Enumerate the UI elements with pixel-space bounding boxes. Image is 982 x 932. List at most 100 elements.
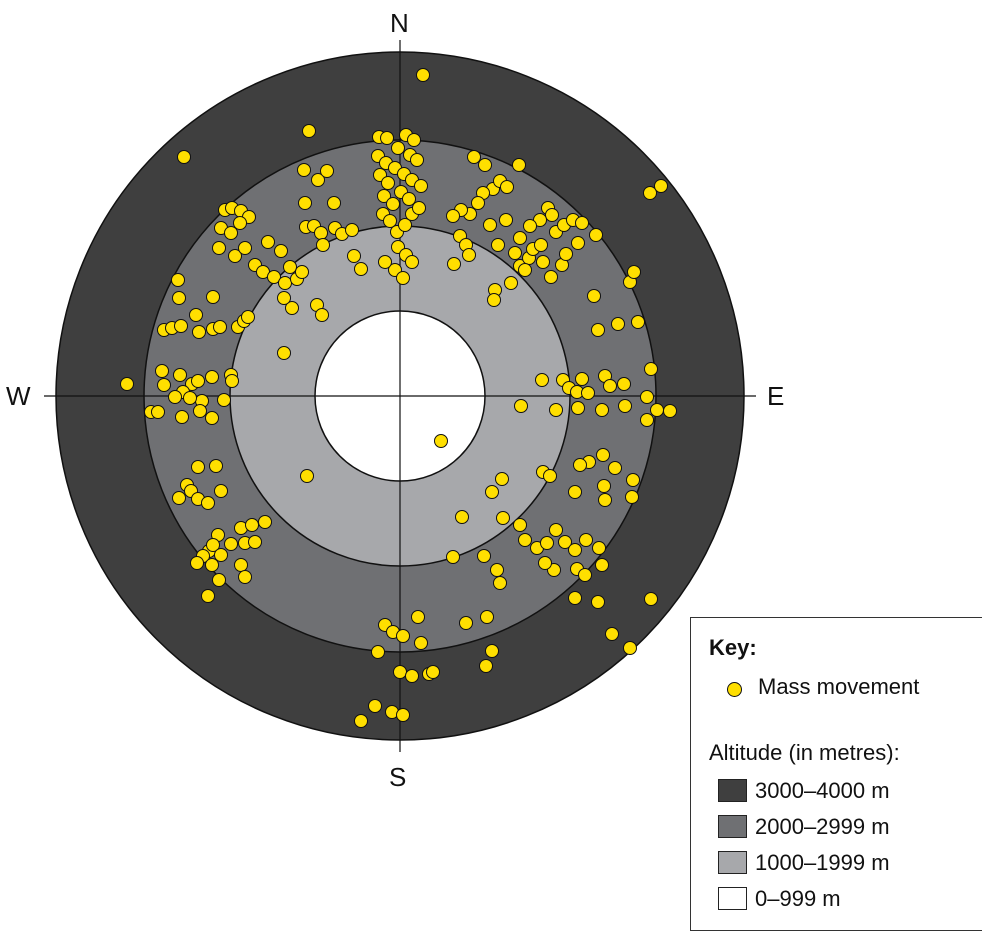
mass-movement-point [595,558,609,572]
mass-movement-point [447,257,461,271]
mass-movement-point [589,228,603,242]
mass-movement-point [483,218,497,232]
mass-movement-point [617,377,631,391]
mass-movement-point [345,223,359,237]
mass-movement-point [283,260,297,274]
mass-movement-point [513,518,527,532]
mass-movement-point [579,533,593,547]
mass-movement-point [228,249,242,263]
mass-movement-point [386,197,400,211]
mass-movement-point [504,276,518,290]
mass-movement-point [575,216,589,230]
compass-south-label: S [389,762,407,792]
mass-movement-point [578,568,592,582]
mass-movement-marker-icon [727,682,742,697]
mass-movement-point [378,255,392,269]
mass-movement-point [277,291,291,305]
mass-movement-point [295,265,309,279]
mass-movement-point [545,208,559,222]
mass-movement-point [238,241,252,255]
mass-movement-point [558,535,572,549]
key-title: Key: [709,635,757,660]
mass-movement-point [302,124,316,138]
mass-movement-point [512,158,526,172]
mass-movement-point [278,276,292,290]
mass-movement-point [155,364,169,378]
altitude-swatch-2000-2999 [718,815,747,838]
mass-movement-point [496,511,510,525]
mass-movement-point [485,644,499,658]
mass-movement-point [434,434,448,448]
mass-movement-point [414,179,428,193]
mass-movement-point [644,592,658,606]
mass-movement-point [455,510,469,524]
mass-movement-point [234,558,248,572]
mass-movement-point [518,533,532,547]
mass-movement-point [327,196,341,210]
mass-movement-point [177,150,191,164]
mass-movement-point [172,291,186,305]
mass-movement-point [426,665,440,679]
mass-movement-point [189,308,203,322]
mass-movement-point [212,573,226,587]
mass-movement-point [402,192,416,206]
altitude-label-3000-4000: 3000–4000 m [755,778,890,803]
mass-movement-point [205,370,219,384]
mass-movement-point [354,714,368,728]
mass-movement-point [277,346,291,360]
mass-movement-point [536,255,550,269]
mass-movement-point [298,196,312,210]
mass-movement-point [212,241,226,255]
mass-movement-point [407,133,421,147]
mass-movement-point [261,235,275,249]
key-altitude-title: Altitude (in metres): [709,740,900,765]
mass-movement-point [168,390,182,404]
mass-movement-point [485,485,499,499]
mass-movement-point [224,537,238,551]
mass-movement-point [347,249,361,263]
mass-movement-point [398,218,412,232]
mass-movement-point [654,179,668,193]
altitude-swatch-0-999 [718,887,747,910]
mass-movement-point [471,196,485,210]
mass-movement-point [405,255,419,269]
mass-movement-point [573,458,587,472]
mass-movement-point [258,515,272,529]
mass-movement-point [538,556,552,570]
mass-movement-point [285,301,299,315]
mass-movement-point [491,238,505,252]
mass-movement-point [499,213,513,227]
mass-movement-point [213,320,227,334]
altitude-label-0-999: 0–999 m [755,886,841,911]
mass-movement-point [571,401,585,415]
mass-movement-point [626,473,640,487]
mass-movement-point [487,293,501,307]
mass-movement-point [380,131,394,145]
mass-movement-point [316,238,330,252]
compass-north-label: N [390,8,409,38]
mass-movement-point [479,659,493,673]
mass-movement-point [643,186,657,200]
mass-movement-point [354,262,368,276]
mass-movement-point [183,391,197,405]
mass-movement-point [201,589,215,603]
key-mass-movement-label: Mass movement [758,674,920,699]
mass-movement-point [644,362,658,376]
mass-movement-point [462,248,476,262]
mass-movement-point [535,373,549,387]
compass-east-label: E [767,381,785,411]
mass-movement-point [314,226,328,240]
mass-movement-point [205,411,219,425]
mass-movement-point [618,399,632,413]
mass-movement-point [396,708,410,722]
mass-movement-point [500,180,514,194]
mass-movement-points [120,68,677,728]
mass-movement-point [175,410,189,424]
mass-movement-point [274,244,288,258]
mass-movement-point [571,236,585,250]
mass-movement-point [383,214,397,228]
mass-movement-point [575,372,589,386]
mass-movement-point [151,405,165,419]
mass-movement-point [371,645,385,659]
